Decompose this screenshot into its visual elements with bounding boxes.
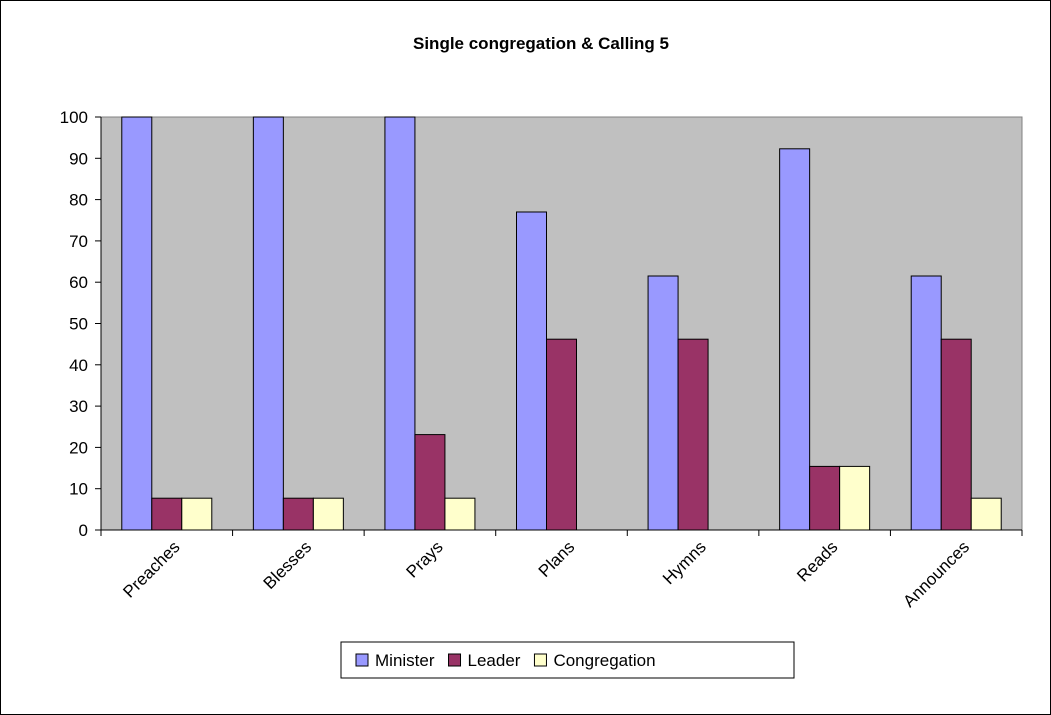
legend-box xyxy=(340,641,795,679)
bar-minister-prays xyxy=(384,116,416,531)
bar-minister-blesses xyxy=(252,116,284,531)
x-tick-label: Prays xyxy=(403,537,447,581)
bar-leader-reads xyxy=(809,465,841,531)
y-tick-label: 20 xyxy=(69,438,88,457)
bar-leader-prays xyxy=(414,434,446,531)
x-axis: Preaches Blesses Prays Plans Hymns Reads Annou… xyxy=(100,529,1023,611)
legend-swatch-congregation xyxy=(533,653,547,667)
legend-label-leader: Leader xyxy=(468,651,521,670)
bar-minister-announces xyxy=(910,275,942,531)
legend-swatch-minister xyxy=(355,653,369,667)
x-tick-label: Plans xyxy=(535,537,579,581)
legend-label-minister: Minister xyxy=(375,651,435,670)
y-tick-label: 0 xyxy=(79,521,88,540)
bars xyxy=(121,116,1002,531)
bar-leader-plans xyxy=(546,338,577,531)
y-tick-label: 50 xyxy=(69,315,88,334)
bar-congregation-blesses xyxy=(312,497,344,531)
bar-minister-plans xyxy=(516,211,547,531)
bar-leader-preaches xyxy=(151,497,183,531)
y-tick-label: 80 xyxy=(69,191,88,210)
x-tick-label: Reads xyxy=(793,537,841,585)
bar-congregation-reads xyxy=(839,465,871,531)
x-tick-label: Announces xyxy=(899,537,973,611)
y-tick-label: 90 xyxy=(69,149,88,168)
y-axis: 0 10 20 30 40 50 60 70 80 90 100 xyxy=(60,108,102,540)
bar-leader-blesses xyxy=(282,497,314,531)
bar-minister-hymns xyxy=(647,275,679,531)
y-tick-label: 60 xyxy=(69,273,88,292)
bar-minister-preaches xyxy=(121,116,153,531)
bar-leader-announces xyxy=(940,338,972,531)
y-tick-label: 10 xyxy=(69,480,88,499)
bar-leader-hymns xyxy=(677,338,709,531)
legend-swatch-leader xyxy=(448,653,462,667)
y-tick-label: 70 xyxy=(69,232,88,251)
x-tick-label: Blesses xyxy=(260,537,316,593)
bar-congregation-preaches xyxy=(181,497,213,531)
chart-title: Single congregation & Calling 5 xyxy=(413,34,669,53)
bar-congregation-announces xyxy=(970,497,1002,531)
bar-congregation-prays xyxy=(444,497,476,531)
legend-label-congregation: Congregation xyxy=(553,651,655,670)
bar-minister-reads xyxy=(779,148,811,531)
y-tick-label: 100 xyxy=(60,108,88,127)
y-tick-label: 40 xyxy=(69,356,88,375)
x-tick-label: Preaches xyxy=(119,537,183,601)
legend: Minister Leader Congregation xyxy=(340,641,795,679)
y-tick-label: 30 xyxy=(69,397,88,416)
x-tick-label: Hymns xyxy=(659,537,710,588)
